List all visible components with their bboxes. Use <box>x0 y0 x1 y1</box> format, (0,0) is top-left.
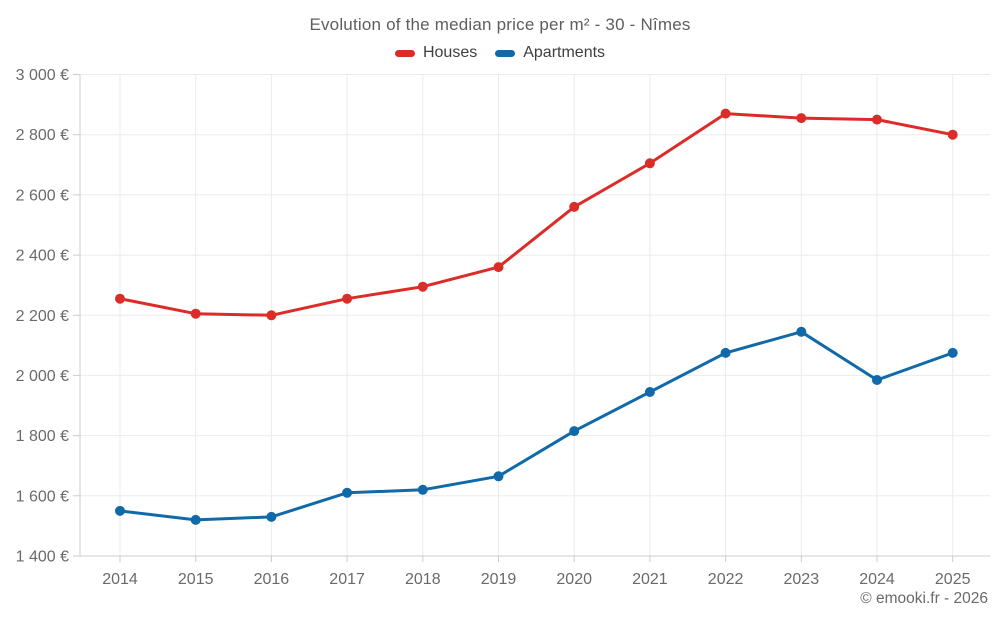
apartments-point-2020[interactable] <box>569 426 580 437</box>
y-axis-label: 2 800 € <box>16 127 69 144</box>
houses-point-2017[interactable] <box>342 293 353 304</box>
apartments-legend-label: Apartments <box>523 44 606 61</box>
chart-title: Evolution of the median price per m² - 3… <box>309 15 691 34</box>
y-axis-label: 3 000 € <box>16 67 69 84</box>
x-axis-label: 2018 <box>405 571 441 588</box>
apartments-point-2016[interactable] <box>266 511 277 522</box>
copyright-footer: © emooki.fr - 2026 <box>860 590 988 607</box>
houses-line <box>118 112 955 317</box>
apartments-point-2023[interactable] <box>796 326 807 337</box>
houses-point-2014[interactable] <box>115 293 125 304</box>
houses-point-2016[interactable] <box>266 310 277 321</box>
y-axis-label: 2 000 € <box>16 368 69 385</box>
chart-header: Evolution of the median price per m² - 3… <box>0 0 1000 62</box>
x-axis-label: 2024 <box>859 571 895 588</box>
legend-item-houses[interactable]: Houses <box>394 44 478 62</box>
houses-point-2023[interactable] <box>796 113 807 124</box>
x-axis-label: 2014 <box>102 571 138 588</box>
houses-legend-swatch <box>394 49 415 57</box>
x-axis-label: 2020 <box>556 571 592 588</box>
apartments-point-2022[interactable] <box>720 347 731 358</box>
x-axis-label: 2016 <box>254 571 290 588</box>
x-axis-label: 2019 <box>481 571 517 588</box>
houses-point-2015[interactable] <box>190 308 201 319</box>
houses-point-2024[interactable] <box>872 114 882 125</box>
apartments-point-2024[interactable] <box>872 375 882 385</box>
apartments-line <box>118 330 955 522</box>
apartments-point-2017[interactable] <box>342 487 353 498</box>
x-axis-label: 2017 <box>329 571 365 588</box>
apartments-point-2021[interactable] <box>644 387 655 397</box>
apartments-point-2025[interactable] <box>947 347 958 358</box>
x-axis-label: 2015 <box>178 571 214 588</box>
chart-legend: Houses Apartments <box>394 44 605 62</box>
apartments-legend-swatch <box>495 49 516 57</box>
houses-point-2018[interactable] <box>417 281 428 292</box>
x-axis-label: 2021 <box>632 571 668 588</box>
houses-legend-label: Houses <box>422 44 478 61</box>
apartments-point-2015[interactable] <box>190 514 201 525</box>
x-axis-label: 2025 <box>935 571 971 588</box>
houses-point-2019[interactable] <box>493 262 504 273</box>
y-axis-label: 1 600 € <box>16 488 69 505</box>
houses-point-2020[interactable] <box>569 201 580 212</box>
houses-point-2025[interactable] <box>947 129 958 140</box>
y-axis-label: 2 600 € <box>16 187 69 204</box>
x-axis-label: 2023 <box>784 571 820 588</box>
apartments-point-2018[interactable] <box>417 484 428 495</box>
houses-point-2022[interactable] <box>720 108 731 119</box>
houses-point-2021[interactable] <box>644 158 655 169</box>
y-axis-label: 2 400 € <box>16 248 69 265</box>
apartments-point-2014[interactable] <box>115 505 125 516</box>
y-axis-label: 1 800 € <box>16 428 69 445</box>
apartments-point-2019[interactable] <box>493 471 504 482</box>
x-axis-label: 2022 <box>708 571 744 588</box>
y-axis-label: 1 400 € <box>16 549 69 566</box>
legend-item-apartments[interactable]: Apartments <box>495 44 605 62</box>
y-axis-label: 2 200 € <box>16 308 69 325</box>
